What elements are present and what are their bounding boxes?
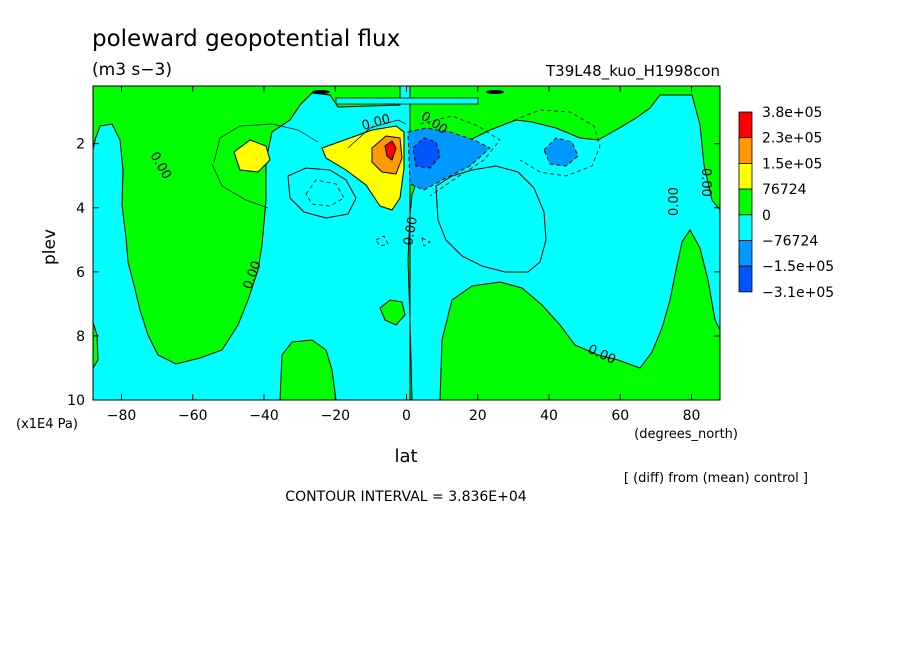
- colorbar-label: −3.1e+05: [762, 285, 834, 301]
- x-tick-label: 80: [683, 408, 701, 424]
- colorbar: 3.8e+05 2.3e+05 1.5e+05 76724 0 −76724 −1.5e+0…: [738, 105, 834, 301]
- x-axis-label: lat: [394, 446, 417, 467]
- diff-note: [ (diff) from (mean) control ]: [624, 471, 808, 486]
- y-axis: 2 4 6 8 10: [67, 137, 720, 409]
- colorbar-label: 76724: [762, 182, 807, 198]
- cyan-pocket-north: [435, 165, 547, 273]
- contour-label: 0.00: [401, 216, 421, 247]
- colorbar-swatch: [738, 137, 753, 164]
- colorbar-label: −1.5e+05: [762, 259, 834, 275]
- contour-line-solid: [211, 123, 319, 209]
- positive-contour-south: [233, 139, 271, 173]
- colorbar-swatch: [738, 214, 753, 241]
- plot-area: [93, 86, 720, 400]
- y-tick-label: 4: [76, 201, 85, 217]
- y-tick-label: 2: [76, 137, 85, 153]
- colorbar-label: 3.8e+05: [762, 105, 822, 121]
- x-tick-label: −40: [249, 408, 279, 424]
- contour-line-dashed: [305, 179, 345, 207]
- colorbar-label: 0: [762, 208, 771, 224]
- colorbar-swatch: [738, 188, 753, 216]
- negative-contour-north: [543, 137, 579, 167]
- run-label: T39L48_kuo_H1998con: [545, 62, 720, 81]
- green-region-small-center: [379, 299, 406, 326]
- y-axis-label: plev: [40, 229, 60, 265]
- y-tick-label: 6: [76, 265, 85, 281]
- negative-contour-blue: [412, 137, 441, 169]
- x-tick-label: 40: [540, 408, 558, 424]
- y-tick-label: 10: [67, 393, 85, 409]
- top-strip-mark: [312, 90, 330, 94]
- green-region-north: [407, 86, 720, 400]
- colorbar-swatch: [738, 111, 753, 139]
- colorbar-label: 1.5e+05: [762, 156, 822, 172]
- colorbar-swatch: [738, 162, 753, 190]
- contour-line-dashed: [419, 115, 501, 197]
- x-axis: −80 −60 −40 −20 0 20 40 60 80: [107, 86, 701, 424]
- contour-label: 0.00: [698, 168, 713, 197]
- colorbar-swatch: [738, 240, 753, 267]
- x-tick-label: 20: [469, 408, 487, 424]
- top-strip-mark: [486, 90, 504, 94]
- contour-line-dashed: [513, 109, 601, 177]
- cyan-pocket-south: [287, 167, 357, 219]
- contour-label: 0.00: [667, 187, 682, 216]
- chart-title: poleward geopotential flux: [92, 26, 400, 52]
- x-tick-label: 0: [402, 408, 411, 424]
- colorbar-label: 2.3e+05: [762, 131, 822, 147]
- y-tick-label: 8: [76, 329, 85, 345]
- contour-line-solid: [347, 119, 407, 149]
- x-tick-label: 60: [611, 408, 629, 424]
- contour-line-dashed: [375, 235, 431, 247]
- green-region-west-edge: [93, 321, 99, 369]
- chart-subtitle: (m3 s−3): [92, 60, 172, 80]
- green-region-south: [93, 86, 401, 365]
- x-tick-label: −60: [178, 408, 208, 424]
- colorbar-swatch: [738, 265, 753, 293]
- top-strip-band: [335, 97, 479, 105]
- x-tick-label: −80: [107, 408, 137, 424]
- y-axis-units: (x1E4 Pa): [16, 417, 78, 432]
- x-axis-units: (degrees_north): [634, 427, 738, 442]
- x-tick-label: −20: [320, 408, 350, 424]
- contour-label: 0.00: [360, 112, 392, 134]
- contour-interval: CONTOUR INTERVAL = 3.836E+04: [285, 489, 526, 505]
- positive-contour-red: [384, 140, 397, 161]
- colorbar-label: −76724: [762, 234, 818, 250]
